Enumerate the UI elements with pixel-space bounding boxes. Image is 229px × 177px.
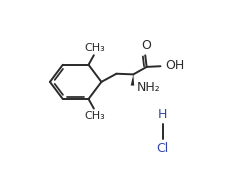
Text: H: H <box>158 108 167 121</box>
Text: OH: OH <box>165 59 184 72</box>
Text: CH₃: CH₃ <box>84 43 105 53</box>
Text: Cl: Cl <box>156 142 169 155</box>
Text: CH₃: CH₃ <box>84 111 105 121</box>
Text: O: O <box>142 39 152 52</box>
Polygon shape <box>131 74 134 86</box>
Text: NH₂: NH₂ <box>137 81 161 94</box>
